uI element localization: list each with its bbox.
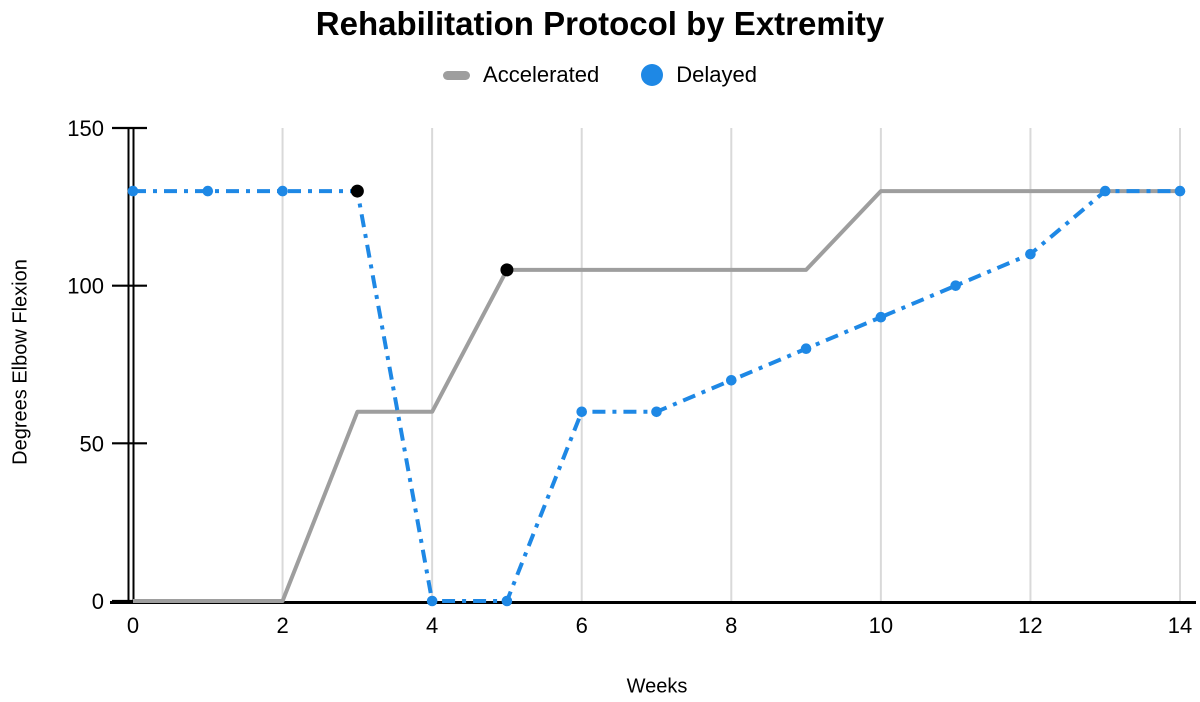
accelerated-dash-icon	[443, 70, 471, 80]
accelerated-line	[133, 189, 1180, 603]
delayed-data-point	[725, 374, 737, 386]
x-tick-label: 2	[276, 613, 288, 638]
delayed-data-point	[950, 280, 961, 291]
delayed-data-point	[202, 185, 214, 197]
x-tick-label: 14	[1168, 613, 1192, 638]
legend-item-accelerated: Accelerated	[443, 62, 599, 88]
delayed-data-point	[576, 406, 588, 418]
x-tick-label: 6	[576, 613, 588, 638]
delayed-data-point	[875, 311, 887, 323]
legend: Accelerated Delayed	[0, 62, 1200, 88]
legend-item-delayed: Delayed	[641, 62, 757, 88]
delayed-data-point	[800, 343, 812, 355]
delayed-line	[133, 189, 1180, 603]
chart-title: Rehabilitation Protocol by Extremity	[315, 5, 885, 42]
x-tick-label: 0	[127, 613, 139, 638]
delayed-circle-icon	[641, 64, 664, 86]
y-tick-label: 50	[80, 431, 104, 456]
delayed-data-point	[1174, 185, 1186, 197]
legend-label-delayed: Delayed	[676, 62, 757, 87]
x-tick-label: 12	[1018, 613, 1042, 638]
delayed-data-point	[277, 185, 288, 197]
x-tick-label: 10	[869, 613, 893, 638]
delayed-data-point	[1025, 248, 1036, 260]
y-tick-label: 0	[92, 589, 104, 614]
x-axis-title: Weeks	[626, 675, 688, 698]
y-tick-label: 150	[67, 116, 104, 141]
delayed-data-point	[127, 185, 139, 197]
annotated-point	[500, 263, 514, 277]
x-tick-label: 4	[426, 613, 438, 638]
delayed-data-point	[501, 595, 513, 607]
x-tick-label: 8	[725, 613, 737, 638]
y-tick-label: 100	[67, 274, 104, 299]
legend-label-accelerated: Accelerated	[483, 62, 600, 87]
delayed-data-point	[426, 595, 438, 607]
delayed-data-point	[1099, 185, 1111, 197]
delayed-data-point	[651, 406, 662, 418]
annotated-point	[350, 184, 364, 198]
